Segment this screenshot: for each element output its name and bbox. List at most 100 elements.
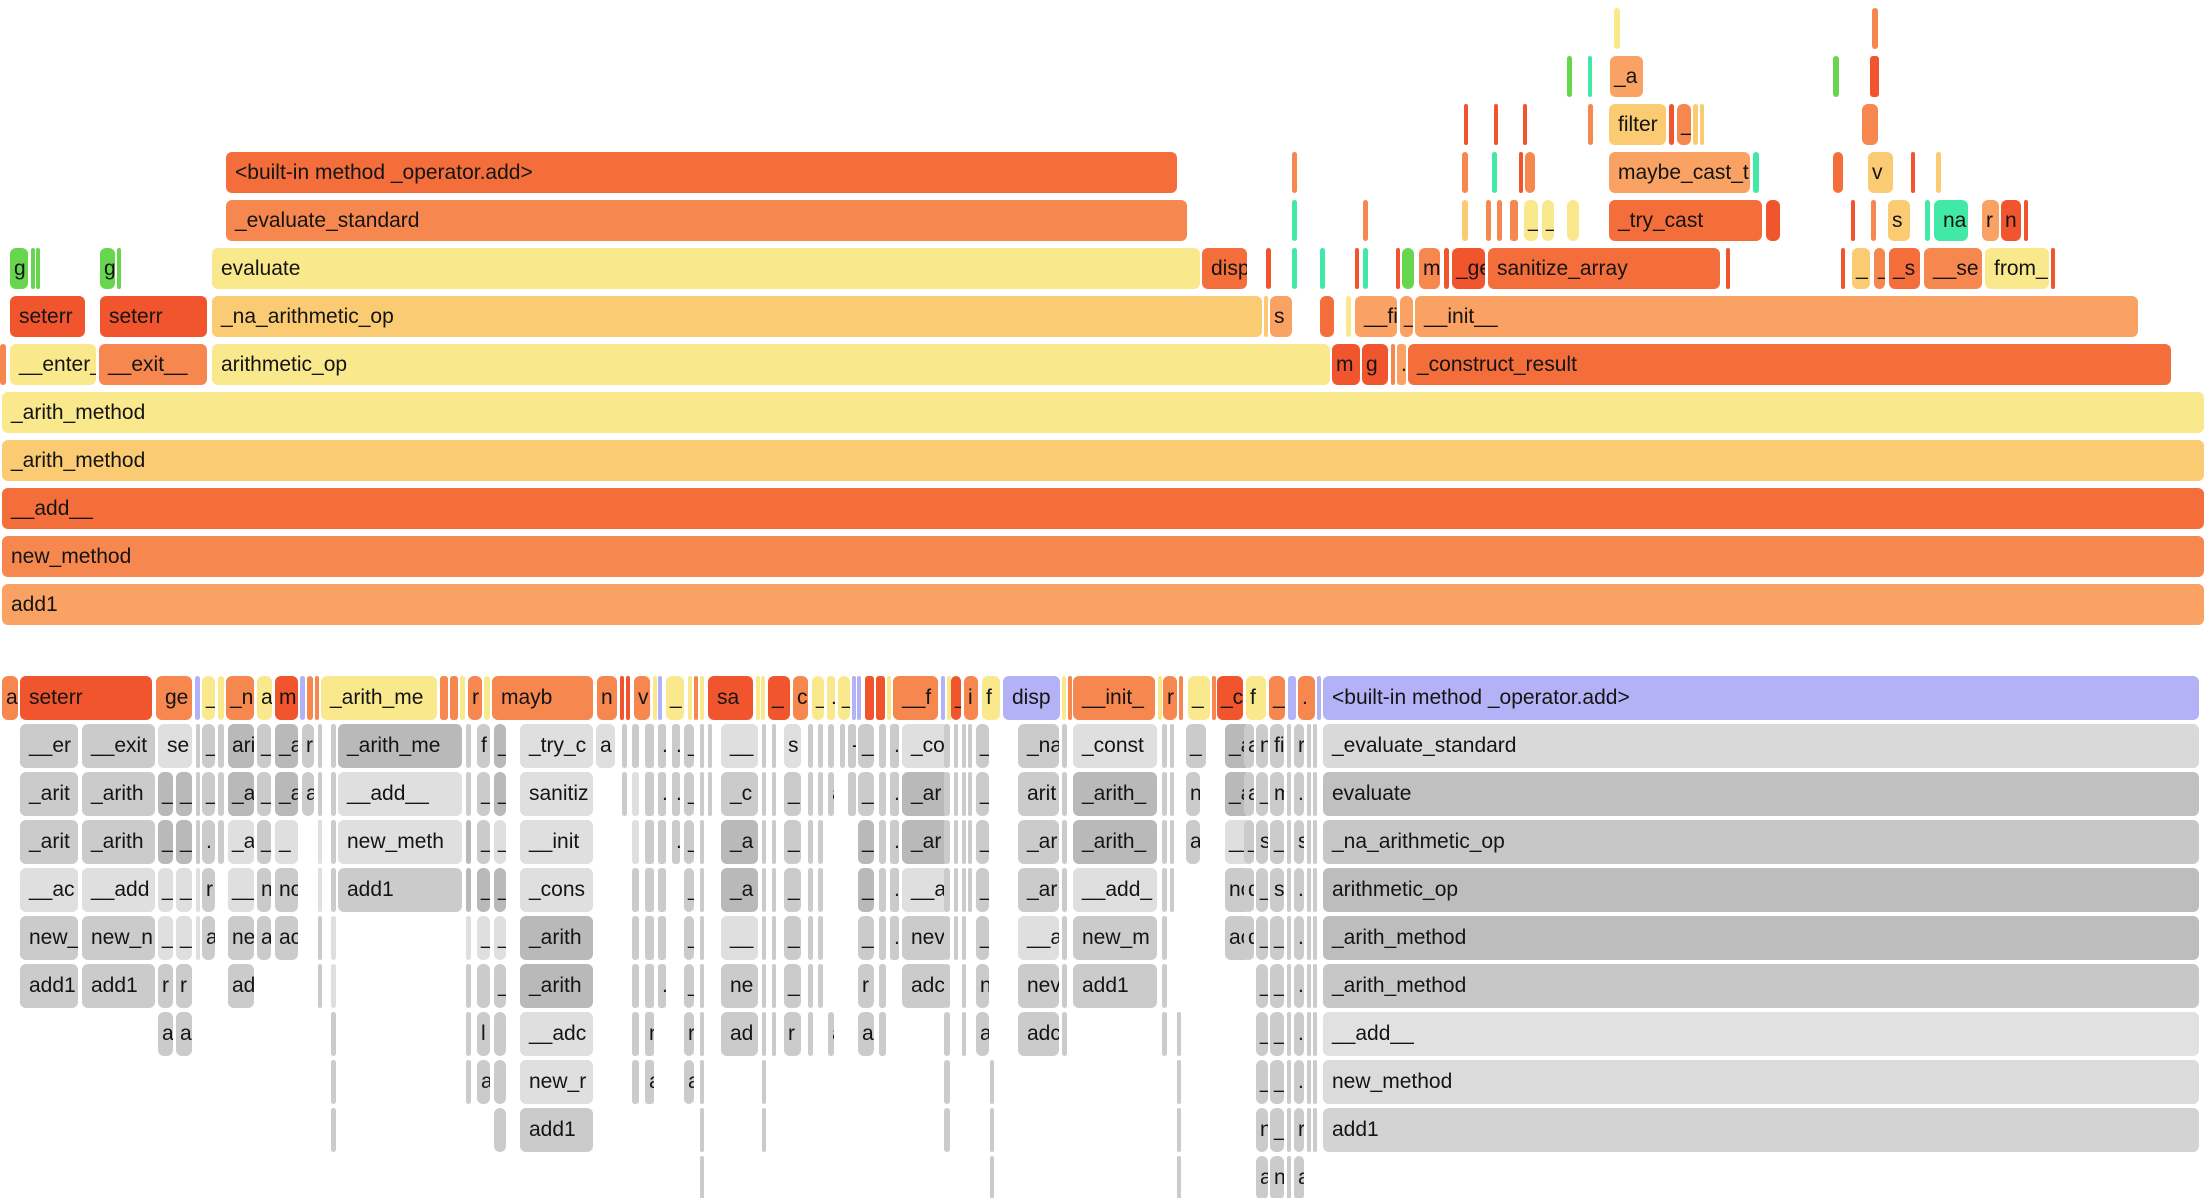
dimmed-frame[interactable] <box>1287 724 1291 768</box>
dimmed-frame[interactable]: _ar <box>1018 868 1059 912</box>
frame[interactable]: __init_ <box>1073 676 1155 720</box>
dimmed-frame[interactable]: new_ <box>20 916 78 960</box>
dimmed-frame[interactable]: n <box>1186 772 1200 816</box>
dimmed-frame[interactable]: new_method <box>1323 1060 2199 1104</box>
dimmed-frame[interactable]: a <box>596 724 615 768</box>
frame[interactable] <box>1519 152 1523 193</box>
frame[interactable]: _ <box>838 676 850 720</box>
dimmed-frame[interactable] <box>1307 772 1311 816</box>
dimmed-frame[interactable]: l <box>818 964 823 1008</box>
dimmed-frame[interactable]: r <box>684 1012 694 1056</box>
frame[interactable]: _ <box>1269 676 1285 720</box>
dimmed-frame[interactable] <box>1162 916 1167 960</box>
dimmed-frame[interactable]: a <box>302 772 314 816</box>
frame[interactable]: _ <box>1524 200 1538 241</box>
dimmed-frame[interactable]: add1 <box>82 964 155 1008</box>
dimmed-frame[interactable] <box>1287 916 1291 960</box>
dimmed-frame[interactable]: _ <box>784 916 801 960</box>
dimmed-frame[interactable]: _na <box>1018 724 1059 768</box>
dimmed-frame[interactable]: _try_c <box>520 724 593 768</box>
dimmed-frame[interactable] <box>879 724 886 768</box>
frame[interactable]: add1 <box>2 584 2204 625</box>
dimmed-frame[interactable] <box>944 916 950 960</box>
frame[interactable]: m <box>275 676 298 720</box>
dimmed-frame[interactable] <box>658 916 666 960</box>
dimmed-frame[interactable] <box>1170 772 1174 816</box>
dimmed-frame[interactable] <box>1307 1012 1311 1056</box>
dimmed-frame[interactable] <box>962 724 966 768</box>
frame[interactable] <box>700 676 704 720</box>
frame[interactable]: g <box>10 248 28 289</box>
frame[interactable] <box>1486 200 1491 241</box>
dimmed-frame[interactable] <box>1177 1060 1181 1104</box>
dimmed-frame[interactable] <box>808 772 813 816</box>
dimmed-frame[interactable]: n <box>645 1012 654 1056</box>
dimmed-frame[interactable]: _ <box>158 916 173 960</box>
dimmed-frame[interactable]: _a <box>228 772 254 816</box>
frame[interactable]: _construct_result <box>1408 344 2171 385</box>
frame[interactable]: _ <box>1677 104 1691 145</box>
dimmed-frame[interactable]: r <box>784 1012 801 1056</box>
frame[interactable]: _ <box>1542 200 1554 241</box>
dimmed-frame[interactable]: _ <box>257 724 271 768</box>
dimmed-frame[interactable] <box>318 724 322 768</box>
dimmed-frame[interactable] <box>818 772 823 816</box>
dimmed-frame[interactable]: se <box>158 724 192 768</box>
dimmed-frame[interactable]: _arith_method <box>1323 964 2199 1008</box>
frame[interactable]: _ge <box>1452 248 1485 289</box>
dimmed-frame[interactable] <box>808 964 813 1008</box>
dimmed-frame[interactable] <box>331 868 336 912</box>
dimmed-frame[interactable] <box>879 868 886 912</box>
dimmed-frame[interactable] <box>1313 964 1317 1008</box>
dimmed-frame[interactable]: a <box>684 1060 694 1104</box>
dimmed-frame[interactable] <box>645 964 654 1008</box>
dimmed-frame[interactable] <box>494 1060 506 1104</box>
dimmed-frame[interactable]: __a <box>1018 916 1059 960</box>
frame[interactable] <box>1753 152 1759 193</box>
dimmed-frame[interactable] <box>808 916 813 960</box>
dimmed-frame[interactable]: . <box>672 772 680 816</box>
frame[interactable]: _na_arithmetic_op <box>212 296 1262 337</box>
frame[interactable] <box>1833 152 1843 193</box>
dimmed-frame[interactable]: _ <box>1244 820 1254 864</box>
frame[interactable]: f <box>982 676 1000 720</box>
dimmed-frame[interactable] <box>331 1012 336 1056</box>
frame[interactable]: r <box>468 676 482 720</box>
frame[interactable] <box>1266 248 1271 289</box>
dimmed-frame[interactable]: . <box>1294 772 1304 816</box>
dimmed-frame[interactable] <box>700 772 704 816</box>
dimmed-frame[interactable]: _ <box>494 868 506 912</box>
dimmed-frame[interactable] <box>466 772 471 816</box>
frame[interactable] <box>1841 248 1845 289</box>
frame[interactable]: seterr <box>100 296 207 337</box>
dimmed-frame[interactable] <box>962 916 966 960</box>
dimmed-frame[interactable] <box>645 724 654 768</box>
frame[interactable]: _s <box>1889 248 1920 289</box>
dimmed-frame[interactable]: _ <box>494 964 506 1008</box>
frame[interactable] <box>2051 248 2055 289</box>
dimmed-frame[interactable]: _arith <box>520 964 593 1008</box>
frame[interactable] <box>620 676 624 720</box>
dimmed-frame[interactable] <box>879 820 886 864</box>
dimmed-frame[interactable]: d <box>1244 916 1254 960</box>
frame[interactable] <box>1766 200 1780 241</box>
dimmed-frame[interactable] <box>944 1012 950 1056</box>
dimmed-frame[interactable]: _ <box>784 868 801 912</box>
frame[interactable]: _ <box>202 676 215 720</box>
frame[interactable]: __fi <box>1355 296 1397 337</box>
dimmed-frame[interactable] <box>494 1108 506 1152</box>
frame[interactable] <box>1212 676 1216 720</box>
dimmed-frame[interactable] <box>708 724 712 768</box>
dimmed-frame[interactable]: add1 <box>20 964 78 1008</box>
frame[interactable]: r <box>1163 676 1177 720</box>
frame[interactable] <box>1497 200 1502 241</box>
dimmed-frame[interactable]: _ <box>684 772 694 816</box>
frame[interactable] <box>1492 152 1497 193</box>
dimmed-frame[interactable] <box>968 868 972 912</box>
dimmed-frame[interactable]: s <box>1256 820 1268 864</box>
dimmed-frame[interactable] <box>962 820 966 864</box>
dimmed-frame[interactable]: a <box>1186 820 1200 864</box>
frame[interactable]: sanitize_array <box>1488 248 1720 289</box>
dimmed-frame[interactable]: n <box>257 868 271 912</box>
dimmed-frame[interactable]: a <box>828 772 834 816</box>
